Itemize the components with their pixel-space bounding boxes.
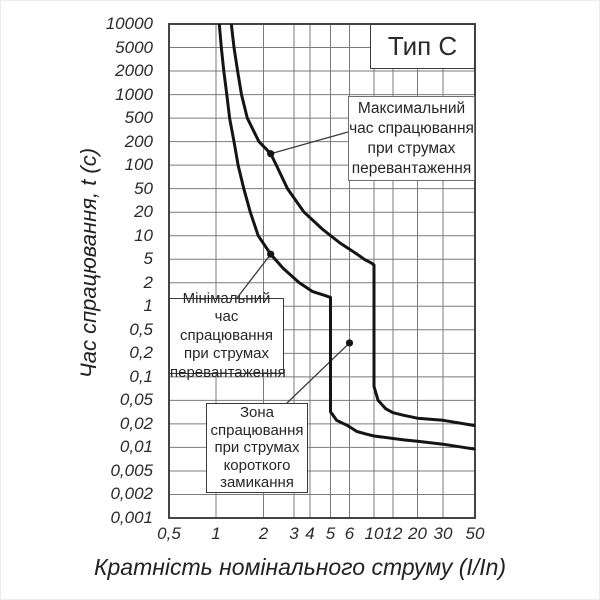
y-tick-label: 10	[134, 225, 153, 245]
plot-border	[168, 23, 476, 519]
y-tick-label: 2000	[115, 61, 153, 81]
y-tick-label: 5000	[115, 37, 153, 57]
y-tick-label: 200	[124, 131, 153, 151]
y-tick-label: 0,1	[129, 366, 153, 386]
max-trip-curve	[229, 23, 476, 428]
x-tick-label: 6	[344, 524, 355, 543]
y-tick-label: 1000	[115, 84, 153, 104]
x-tick-label: 5	[325, 524, 336, 543]
x-axis-title: Кратність номінального струму (I/In)	[93, 554, 507, 580]
curve-type-text: Тип С	[387, 31, 458, 61]
x-tick-label: 3	[289, 524, 299, 543]
y-tick-label: 5	[143, 249, 153, 269]
x-tick-label: 0,5	[157, 524, 181, 543]
min-marker-dot	[267, 250, 275, 258]
max-marker-dot	[267, 150, 275, 158]
annotation-line: замикання	[220, 474, 294, 492]
x-tick-label: 30	[433, 524, 453, 543]
annotation-line: спрацювання	[210, 421, 304, 439]
x-tick-label: 2	[258, 524, 269, 543]
curve-type-label: Тип С	[370, 24, 475, 69]
y-tick-label: 0,5	[129, 319, 153, 339]
y-tick-label: 0,001	[110, 508, 153, 527]
annotation-line: перевантаження	[351, 159, 472, 177]
annotation-line: Мінімальний	[182, 289, 271, 307]
y-tick-label: 50	[134, 178, 153, 198]
y-tick-label: 0,2	[129, 343, 153, 363]
max-trip-time-annotation: Максимальний час спрацювання при струмах…	[348, 96, 475, 181]
min-trip-curve	[217, 23, 476, 451]
annotation-line: Максимальний	[357, 99, 466, 117]
y-tick-label: 0,005	[110, 460, 153, 480]
y-tick-label: 500	[124, 108, 153, 128]
y-tick-label: 100	[124, 155, 153, 175]
y-axis-title: Час спрацювання, t (с)	[76, 147, 101, 379]
y-tick-label: 1	[143, 296, 153, 316]
y-tick-label: 0,01	[119, 437, 153, 457]
annotation-line: перевантаження	[170, 363, 286, 381]
annotation-line: Зона	[239, 404, 275, 422]
annotation-line: при струмах	[214, 439, 300, 457]
min-leader-line	[236, 253, 272, 299]
x-tick-label: 20	[408, 524, 427, 543]
y-tick-label: 20	[134, 202, 153, 222]
annotation-line: час спрацювання	[180, 308, 273, 344]
annotation-line: при струмах	[367, 139, 456, 157]
min-trip-time-annotation: Мінімальний час спрацювання при струмах …	[169, 290, 286, 381]
y-tick-label: 0,05	[119, 390, 153, 410]
x-tick-label: 4	[305, 524, 315, 543]
y-tick-label: 0,002	[110, 484, 153, 504]
zone-marker-dot	[345, 339, 354, 347]
annotation-line: час спрацювання	[349, 119, 474, 137]
y-tick-label: 10000	[105, 14, 153, 33]
x-tick-label: 10	[364, 524, 384, 543]
x-tick-label: 50	[465, 524, 485, 543]
annotation-line: при струмах	[183, 345, 270, 363]
x-tick-label: 12	[383, 524, 403, 543]
y-tick-label: 0,02	[119, 413, 153, 433]
zone-leader-line	[286, 342, 350, 404]
y-tick-label: 2	[143, 272, 153, 292]
x-tick-label: 1	[211, 524, 221, 543]
annotation-line: короткого	[223, 456, 291, 474]
short-circuit-zone-annotation: Зона спрацювання при струмах короткого з…	[206, 403, 308, 493]
max-leader-line	[270, 131, 349, 155]
